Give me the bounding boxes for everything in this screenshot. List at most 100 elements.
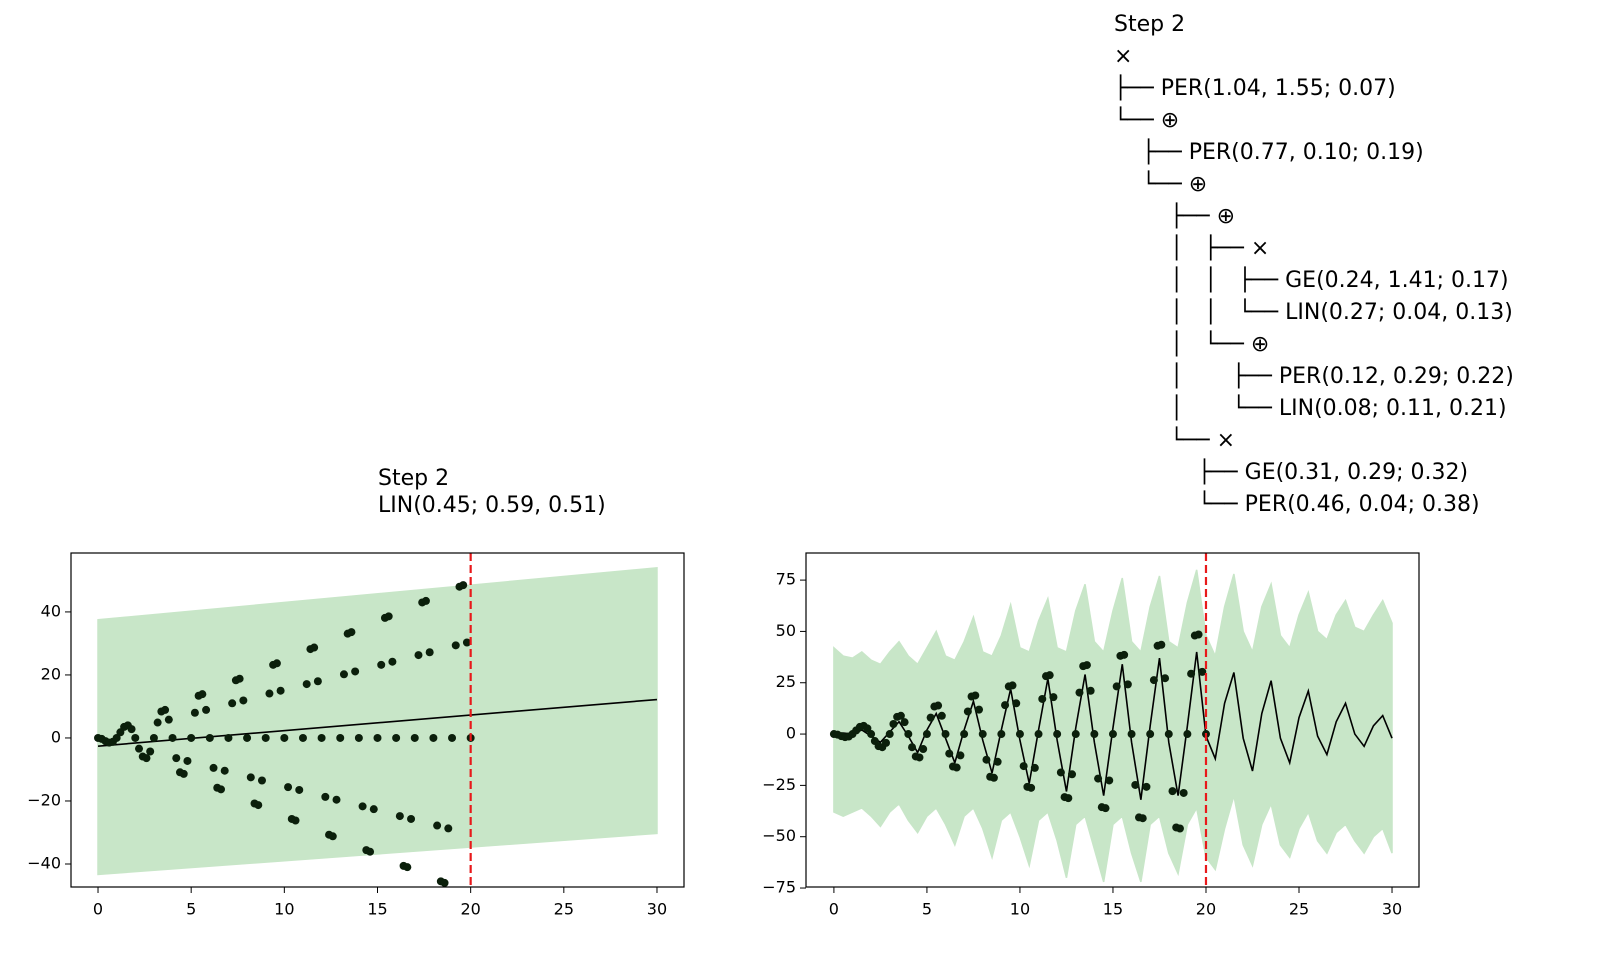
data-point xyxy=(209,763,218,772)
data-point xyxy=(358,802,367,811)
x-tick-label: 10 xyxy=(274,900,294,919)
title-line: │ └── LIN(0.08; 0.11, 0.21) xyxy=(1114,394,1507,421)
title-line: × xyxy=(1114,44,1132,69)
data-point xyxy=(1045,671,1054,680)
data-point xyxy=(246,773,255,782)
y-tick-label: −20 xyxy=(27,790,61,809)
y-tick-label: −50 xyxy=(762,826,796,845)
y-tick-label: 40 xyxy=(41,601,61,620)
data-point xyxy=(127,725,136,734)
data-point xyxy=(1112,682,1121,691)
title-line: │ │ └── LIN(0.27; 0.04, 0.13) xyxy=(1114,298,1513,325)
data-point xyxy=(384,612,393,621)
data-point xyxy=(885,730,894,739)
data-point xyxy=(908,743,917,752)
data-point xyxy=(202,705,211,714)
data-point xyxy=(863,724,872,733)
data-point xyxy=(904,730,913,739)
data-point xyxy=(1187,669,1196,678)
x-tick-label: 30 xyxy=(647,900,667,919)
data-point xyxy=(1094,774,1103,783)
data-point xyxy=(295,785,304,794)
data-point xyxy=(153,718,162,727)
x-tick-label: 20 xyxy=(460,900,480,919)
x-tick-label: 20 xyxy=(1196,900,1216,919)
data-point xyxy=(313,677,322,686)
title-line: │ ├── × xyxy=(1114,234,1269,261)
data-point xyxy=(982,755,991,764)
data-point xyxy=(317,733,326,742)
x-tick-label: 15 xyxy=(367,900,387,919)
data-point xyxy=(1038,694,1047,703)
data-point xyxy=(963,707,972,716)
data-point xyxy=(347,628,356,637)
data-point xyxy=(254,801,263,810)
x-tick-label: 10 xyxy=(1010,900,1030,919)
data-point xyxy=(975,705,984,714)
data-point xyxy=(377,660,386,669)
data-point xyxy=(1105,776,1114,785)
data-point xyxy=(433,821,442,830)
data-point xyxy=(1086,686,1095,695)
y-tick-label: 20 xyxy=(41,664,61,683)
data-point xyxy=(919,745,928,754)
data-point xyxy=(1068,770,1077,779)
data-point xyxy=(276,686,285,695)
y-tick-label: −40 xyxy=(27,853,61,872)
title-line: ├── PER(0.77, 0.10; 0.19) xyxy=(1114,138,1424,165)
data-point xyxy=(1138,814,1147,823)
data-point xyxy=(1015,730,1024,739)
data-point xyxy=(310,643,319,652)
data-point xyxy=(142,754,151,763)
title-line: LIN(0.45; 0.59, 0.51) xyxy=(378,493,606,518)
data-point xyxy=(1146,730,1155,739)
data-point xyxy=(896,711,905,720)
data-point xyxy=(205,733,214,742)
data-point xyxy=(1194,630,1203,639)
data-point xyxy=(146,747,155,756)
data-point xyxy=(1127,730,1136,739)
data-point xyxy=(168,733,177,742)
x-tick-label: 5 xyxy=(186,900,196,919)
data-point xyxy=(900,718,909,727)
data-point xyxy=(945,749,954,758)
title-line: └── × xyxy=(1114,426,1235,453)
data-point xyxy=(934,701,943,710)
title-line: │ └── ⊕ xyxy=(1114,330,1269,357)
data-point xyxy=(131,733,140,742)
data-point xyxy=(459,581,468,590)
data-point xyxy=(395,812,404,821)
data-point xyxy=(112,733,121,742)
data-point xyxy=(388,657,397,666)
data-point xyxy=(971,691,980,700)
data-point xyxy=(1001,701,1010,710)
x-tick-label: 30 xyxy=(1382,900,1402,919)
data-point xyxy=(228,699,237,708)
data-point xyxy=(272,659,281,668)
data-point xyxy=(291,816,300,825)
data-point xyxy=(414,651,423,660)
data-point xyxy=(1123,680,1132,689)
data-point xyxy=(997,730,1006,739)
mean-line xyxy=(833,651,1393,800)
y-tick-label: 50 xyxy=(776,621,796,640)
data-point xyxy=(952,763,961,772)
data-point xyxy=(403,863,412,872)
title-line: │ ├── PER(0.12, 0.29; 0.22) xyxy=(1114,362,1514,389)
data-point xyxy=(1120,650,1129,659)
data-point xyxy=(392,733,401,742)
data-point xyxy=(261,733,270,742)
x-tick-label: 25 xyxy=(1289,900,1309,919)
y-tick-label: 0 xyxy=(786,724,796,743)
data-point xyxy=(369,805,378,814)
data-point xyxy=(1019,762,1028,771)
data-point xyxy=(1064,794,1073,803)
data-point xyxy=(339,670,348,679)
data-point xyxy=(243,733,252,742)
data-point xyxy=(280,733,289,742)
data-point xyxy=(1056,768,1065,777)
title-line: │ │ ├── GE(0.24, 1.41; 0.17) xyxy=(1114,266,1509,293)
data-point xyxy=(235,674,244,683)
title-line: └── PER(0.46, 0.04; 0.38) xyxy=(1114,490,1480,517)
data-point xyxy=(1090,730,1099,739)
